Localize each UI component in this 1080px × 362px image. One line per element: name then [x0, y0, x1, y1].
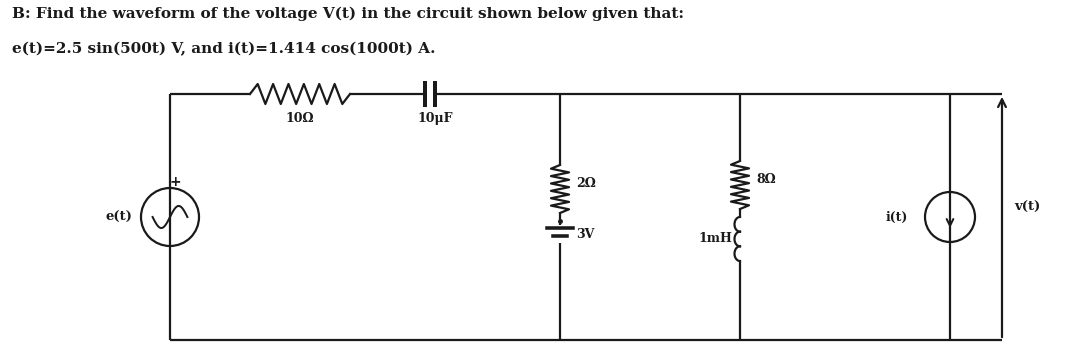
Text: 2Ω: 2Ω [576, 177, 596, 190]
Text: e(t)=2.5 sin(500t) V, and i(t)=1.414 cos(1000t) A.: e(t)=2.5 sin(500t) V, and i(t)=1.414 cos… [12, 42, 435, 56]
Text: 3V: 3V [576, 228, 594, 241]
Text: B: Find the waveform of the voltage V(t) in the circuit shown below given that:: B: Find the waveform of the voltage V(t)… [12, 7, 684, 21]
Text: i(t): i(t) [886, 210, 908, 223]
Text: 1mH: 1mH [698, 232, 732, 245]
Text: 10μF: 10μF [417, 112, 453, 125]
Text: 8Ω: 8Ω [756, 173, 775, 186]
Text: +: + [170, 175, 180, 189]
Text: v(t): v(t) [1014, 201, 1040, 214]
Text: 10Ω: 10Ω [286, 112, 314, 125]
Text: e(t): e(t) [105, 210, 132, 223]
